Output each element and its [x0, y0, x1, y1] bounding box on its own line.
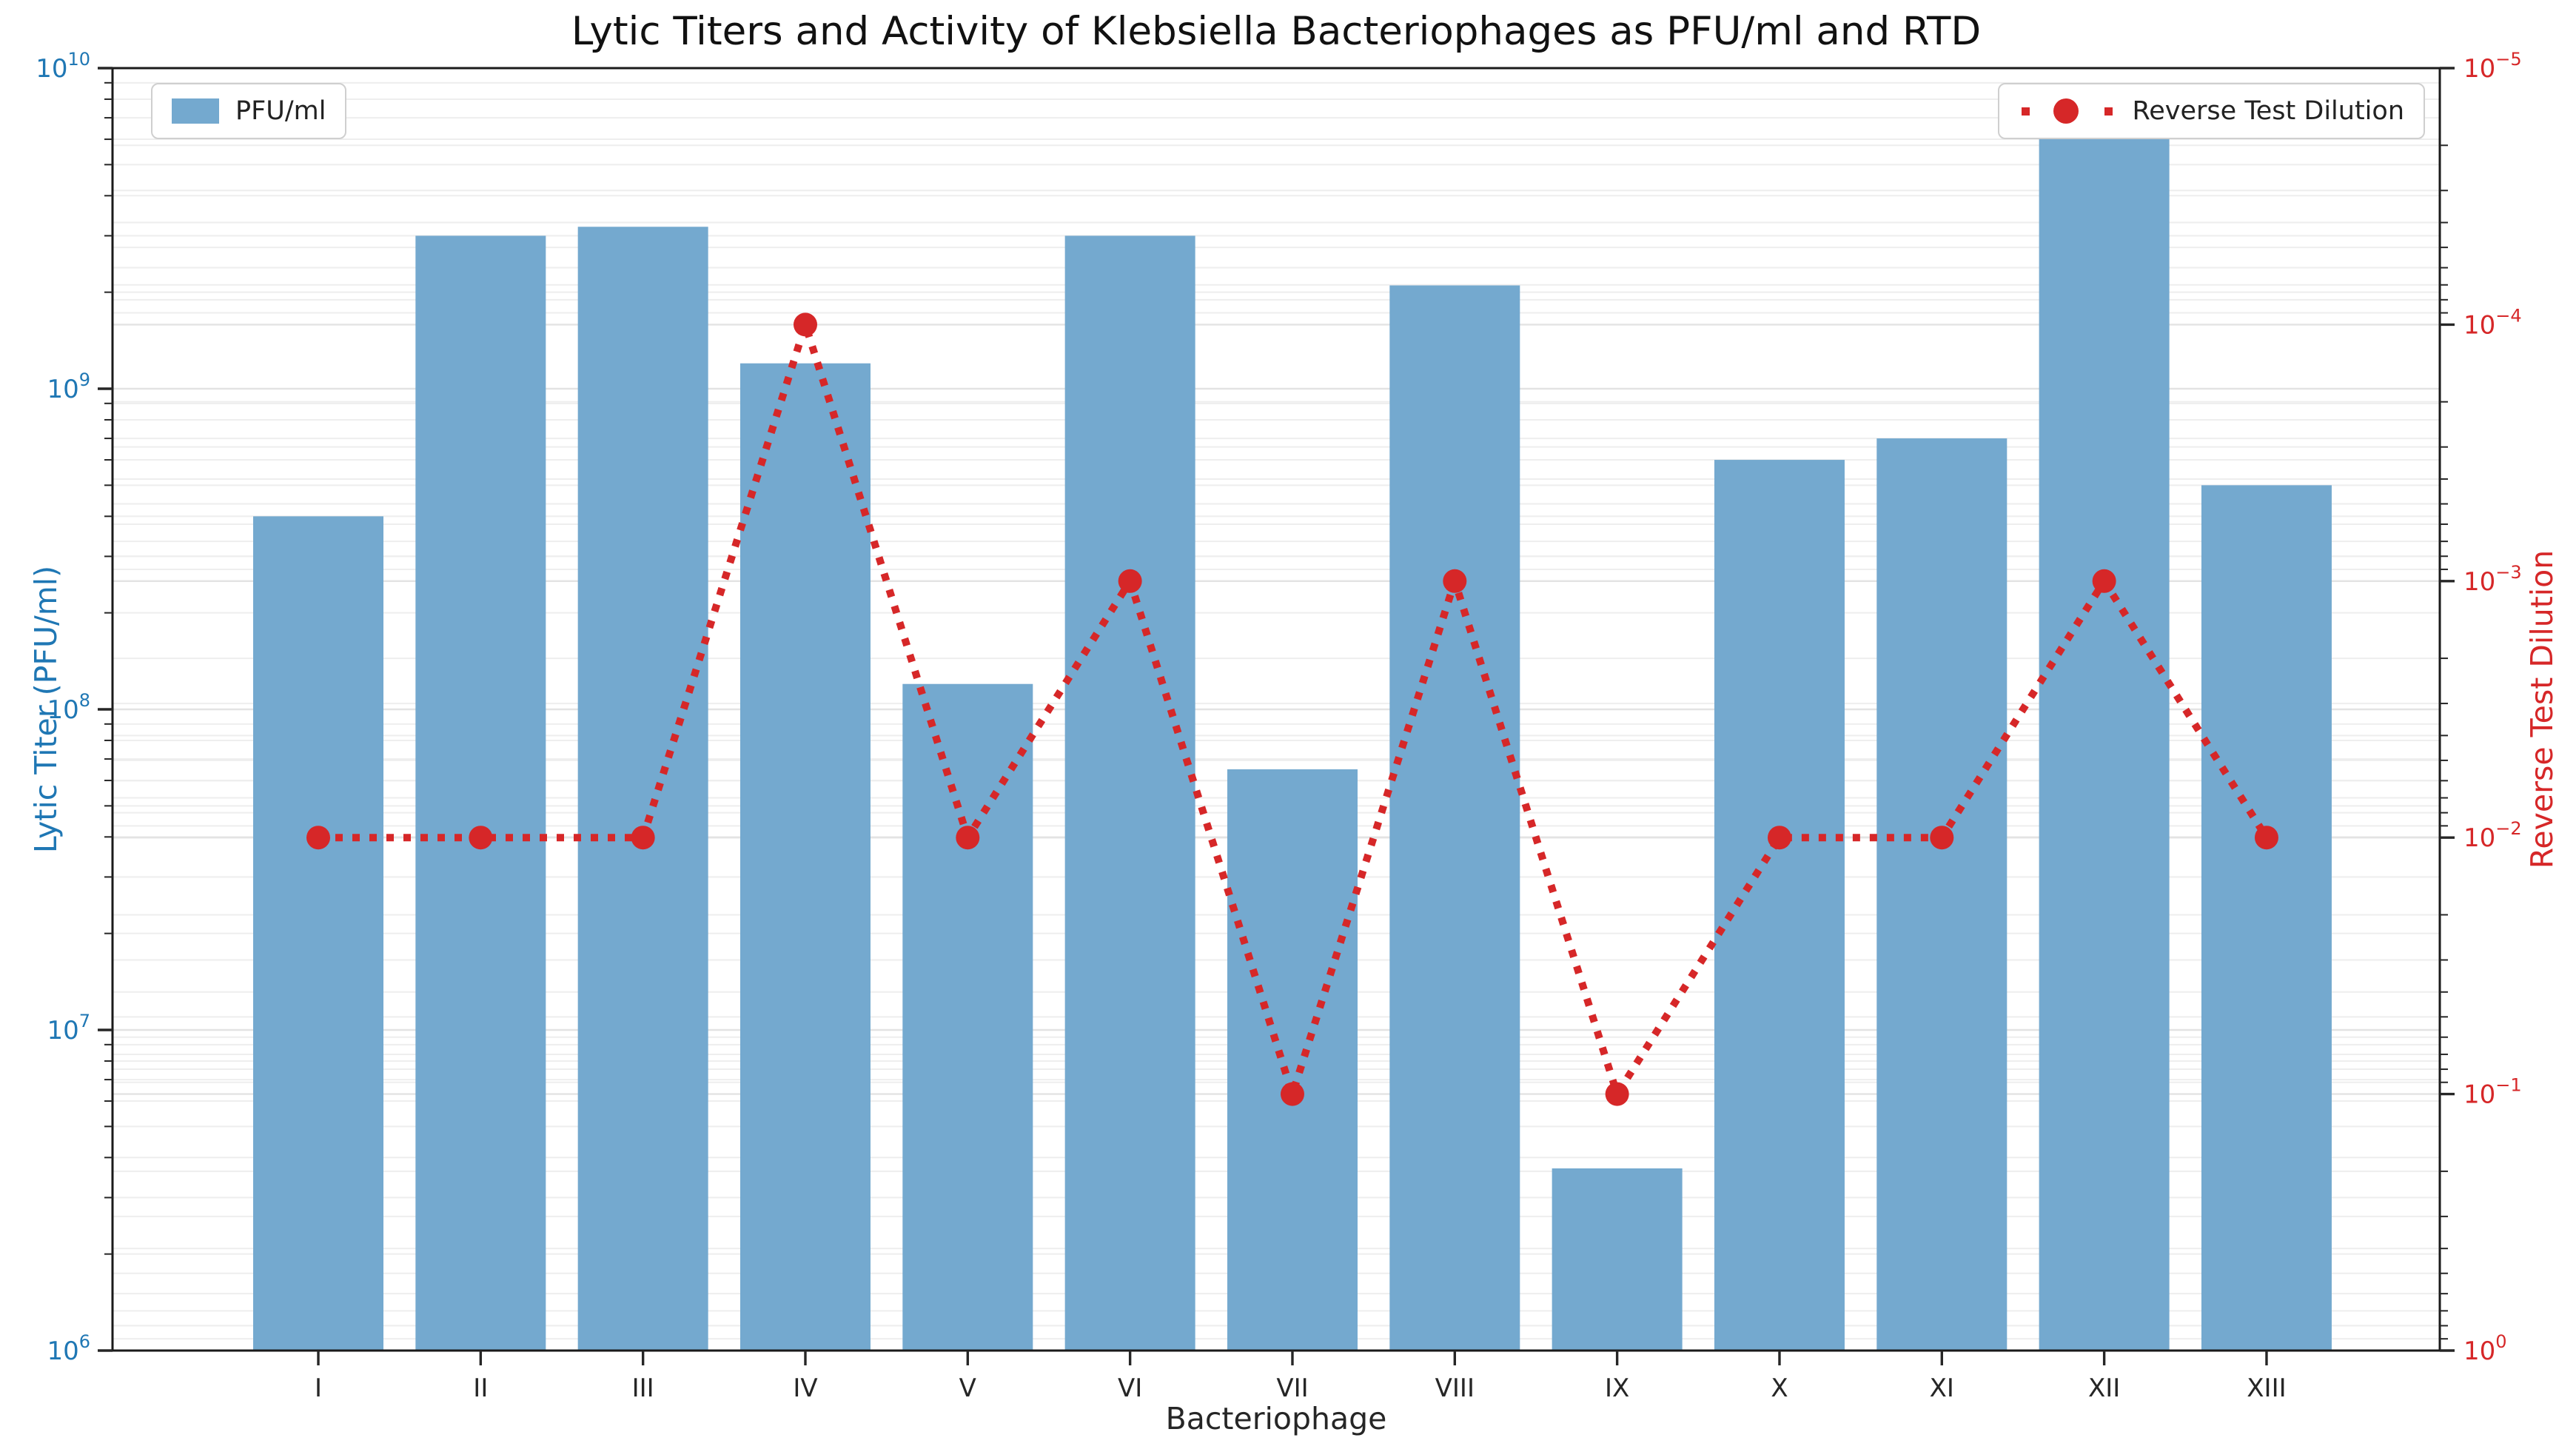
- y-left-tick-label: 108: [47, 690, 90, 725]
- rtd-point-IV: [793, 312, 817, 337]
- legend-pfu: PFU/ml: [151, 83, 347, 139]
- x-tick-label: XIII: [2247, 1374, 2286, 1403]
- rtd-legend-sample: [2021, 98, 2113, 124]
- x-tick-label: XI: [1930, 1374, 1954, 1403]
- x-axis-label: Bacteriophage: [1165, 1401, 1387, 1436]
- rtd-point-II: [469, 826, 493, 850]
- y-right-tick-label: 10−3: [2463, 562, 2522, 597]
- bar-VII: [1227, 769, 1358, 1351]
- bar-XI: [1876, 438, 2008, 1351]
- bar-X: [1714, 460, 1845, 1351]
- y-right-tick-label: 10−5: [2463, 49, 2522, 84]
- rtd-point-V: [956, 826, 980, 850]
- rtd-point-III: [631, 826, 655, 850]
- y-left-tick-label: 106: [47, 1331, 90, 1366]
- rtd-point-XI: [1930, 826, 1954, 850]
- rtd-point-XII: [2092, 569, 2116, 593]
- bar-VI: [1064, 235, 1195, 1351]
- bar-XIII: [2201, 485, 2332, 1351]
- y-right-tick-label: 10−2: [2463, 818, 2522, 853]
- y-left-tick-label: 1010: [36, 49, 90, 84]
- y-left-tick-label: 107: [47, 1011, 90, 1045]
- legend-rtd: Reverse Test Dilution: [1997, 83, 2425, 139]
- bar-II: [415, 235, 546, 1351]
- y-left-axis-label: Lytic Titer (PFU/ml): [28, 565, 64, 854]
- x-tick-label: II: [473, 1374, 488, 1403]
- bar-IX: [1552, 1168, 1683, 1351]
- x-tick-label: IX: [1605, 1374, 1629, 1403]
- chart-title: Lytic Titers and Activity of Klebsiella …: [571, 9, 1982, 54]
- bar-V: [902, 683, 1033, 1351]
- x-tick-label: XII: [2088, 1374, 2120, 1403]
- y-right-tick-label: 10−4: [2463, 305, 2522, 340]
- x-tick-label: III: [632, 1374, 654, 1403]
- bar-XII: [2039, 132, 2170, 1351]
- bar-VIII: [1389, 285, 1520, 1351]
- bar-III: [577, 227, 708, 1351]
- rtd-point-X: [1767, 826, 1791, 850]
- x-tick-label: VIII: [1435, 1374, 1475, 1403]
- y-right-tick-label: 10−1: [2463, 1075, 2522, 1110]
- rtd-point-VII: [1280, 1082, 1304, 1106]
- x-tick-label: IV: [793, 1374, 817, 1403]
- pfu-legend-label: PFU/ml: [235, 96, 326, 126]
- rtd-point-IX: [1605, 1082, 1629, 1106]
- x-tick-label: VI: [1118, 1374, 1142, 1403]
- rtd-point-I: [306, 826, 330, 850]
- y-right-axis-label: Reverse Test Dilution: [2524, 549, 2560, 869]
- bar-IV: [739, 363, 871, 1351]
- x-tick-label: X: [1771, 1374, 1788, 1403]
- y-left-tick-label: 109: [47, 369, 90, 404]
- y-right-tick-label: 100: [2463, 1331, 2507, 1366]
- x-tick-label: V: [959, 1374, 976, 1403]
- rtd-point-VI: [1118, 569, 1142, 593]
- x-tick-label: VII: [1276, 1374, 1308, 1403]
- bar-I: [253, 516, 383, 1351]
- rtd-point-XIII: [2254, 826, 2278, 850]
- pfu-swatch: [172, 98, 219, 124]
- rtd-point-VIII: [1443, 569, 1467, 593]
- x-tick-label: I: [315, 1374, 322, 1403]
- rtd-legend-label: Reverse Test Dilution: [2132, 96, 2404, 126]
